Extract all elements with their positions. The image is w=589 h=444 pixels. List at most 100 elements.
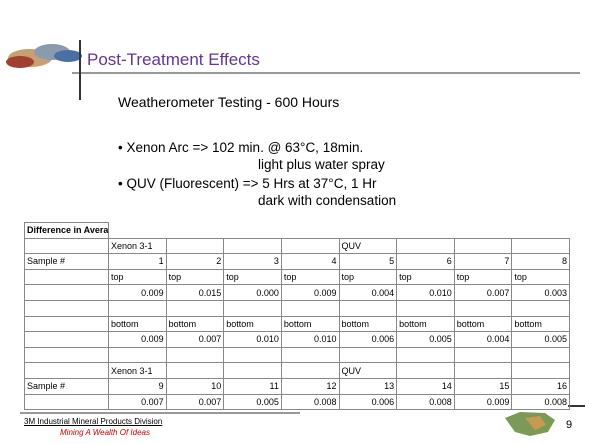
table-cell: 3 xyxy=(223,253,282,270)
table-cell: 0.008 xyxy=(396,393,455,411)
table-cell xyxy=(24,346,109,364)
map xyxy=(525,416,546,430)
table-row: 0.009 0.007 0.010 0.010 0.006 0.005 0.004 0.005 xyxy=(24,331,570,348)
table-cell: Sample # xyxy=(24,253,109,270)
table-row: Difference in Averages xyxy=(24,222,570,239)
table-cell: bottom xyxy=(223,315,282,333)
table-cell xyxy=(280,237,340,255)
table-cell: QUV xyxy=(338,362,398,379)
table-cell: 13 xyxy=(338,377,398,395)
table-cell xyxy=(223,362,282,379)
table-row: Sample #1 2 3 4 5 6 7 8 xyxy=(24,253,570,270)
table-cell: Difference in Averages xyxy=(24,222,109,239)
table-cell xyxy=(338,299,398,317)
table-cell xyxy=(511,346,570,364)
table-cell xyxy=(281,223,339,239)
table-cell: 0.010 xyxy=(396,284,455,301)
table-cell xyxy=(24,237,109,255)
table-cell xyxy=(339,223,397,239)
table-cell xyxy=(165,237,225,255)
table-cell: 0.000 xyxy=(223,284,282,301)
table-cell: 6 xyxy=(396,253,455,270)
table-cell xyxy=(396,299,455,317)
table-cell: top xyxy=(511,268,570,286)
table-cell: bottom xyxy=(453,315,513,333)
table-cell: top xyxy=(396,268,455,286)
page-number: 9 xyxy=(566,419,573,431)
table-cell: 0.005 xyxy=(396,331,455,348)
table-cell xyxy=(108,346,167,364)
table-cell: 0.010 xyxy=(223,331,282,348)
table-row: Sample #9 10 11 12 13 14 15 16 xyxy=(24,377,570,395)
bullet-cont: light plus water spray xyxy=(258,157,385,172)
table-row xyxy=(24,346,570,364)
table-cell: 9 xyxy=(108,377,167,395)
table-cell: Sample # xyxy=(24,377,109,395)
division: 3M Industrial Mineral Products Division xyxy=(24,417,163,426)
bullet: • QUV (Fluorescent) => 5 Hrs at 37°C, 1 … xyxy=(118,176,377,191)
table-cell: top xyxy=(280,268,340,286)
table-cell xyxy=(24,362,109,379)
table-cell xyxy=(454,223,512,239)
table-cell: top xyxy=(338,268,398,286)
table-cell: bottom xyxy=(396,315,455,333)
table-cell: 0.003 xyxy=(511,284,570,301)
table-row: Xenon 3-1 QUV xyxy=(24,237,570,255)
table-cell xyxy=(24,331,109,348)
table-cell xyxy=(396,362,455,379)
table-cell: bottom xyxy=(338,315,398,333)
table-cell xyxy=(109,223,167,239)
bullet-cont: dark with condensation xyxy=(258,193,397,208)
table-cell: 10 xyxy=(165,377,225,395)
table-cell xyxy=(338,346,398,364)
table-cell: 1 xyxy=(108,253,167,270)
sand xyxy=(54,50,82,62)
sand xyxy=(6,56,34,68)
table-cell xyxy=(223,299,282,317)
table-cell xyxy=(165,346,225,364)
table-cell: 0.008 xyxy=(280,393,340,411)
table-cell: Xenon 3-1 xyxy=(108,362,167,379)
table-cell xyxy=(512,223,570,239)
table-row: 0.007 0.007 0.005 0.008 0.006 0.008 0.009 0.008 xyxy=(24,393,570,411)
table-cell: 0.009 xyxy=(453,393,513,411)
bullet: • Xenon Arc => 102 min. @ 63°C, 18min. xyxy=(118,140,364,155)
tagline: Mining A Wealth Of Ideas xyxy=(60,428,150,437)
table-cell: 14 xyxy=(396,377,455,395)
table-cell: 0.006 xyxy=(338,331,398,348)
table-cell xyxy=(24,284,109,301)
table-cell: 0.005 xyxy=(223,393,282,411)
table-cell: 0.015 xyxy=(165,284,225,301)
table-cell xyxy=(108,299,167,317)
table-cell: 16 xyxy=(511,377,570,395)
table-cell: 11 xyxy=(223,377,282,395)
table-cell: 0.008 xyxy=(511,393,570,411)
table-cell: Xenon 3-1 xyxy=(108,237,167,255)
table-cell xyxy=(397,223,455,239)
table-cell: 5 xyxy=(338,253,398,270)
table-row: top top top top top top top top xyxy=(24,268,570,286)
table-cell: 2 xyxy=(165,253,225,270)
table-cell xyxy=(280,346,340,364)
table-cell xyxy=(24,393,109,411)
table-row: Xenon 3-1 QUV xyxy=(24,362,570,379)
table-cell: 0.005 xyxy=(511,331,570,348)
table-cell xyxy=(511,299,570,317)
table-cell: 0.009 xyxy=(108,284,167,301)
table-cell: bottom xyxy=(165,315,225,333)
table-cell: top xyxy=(223,268,282,286)
table-cell: 0.004 xyxy=(453,331,513,348)
table-cell: top xyxy=(108,268,167,286)
table-cell: bottom xyxy=(511,315,570,333)
table-cell: 0.007 xyxy=(453,284,513,301)
table-cell: 0.006 xyxy=(338,393,398,411)
table-cell xyxy=(396,346,455,364)
table-cell: QUV xyxy=(338,237,398,255)
table-cell xyxy=(453,346,513,364)
table: Difference in AveragesXenon 3-1QUVSample… xyxy=(24,222,570,411)
table-cell: bottom xyxy=(108,315,167,333)
table-cell: 8 xyxy=(511,253,570,270)
table-cell xyxy=(453,237,513,255)
